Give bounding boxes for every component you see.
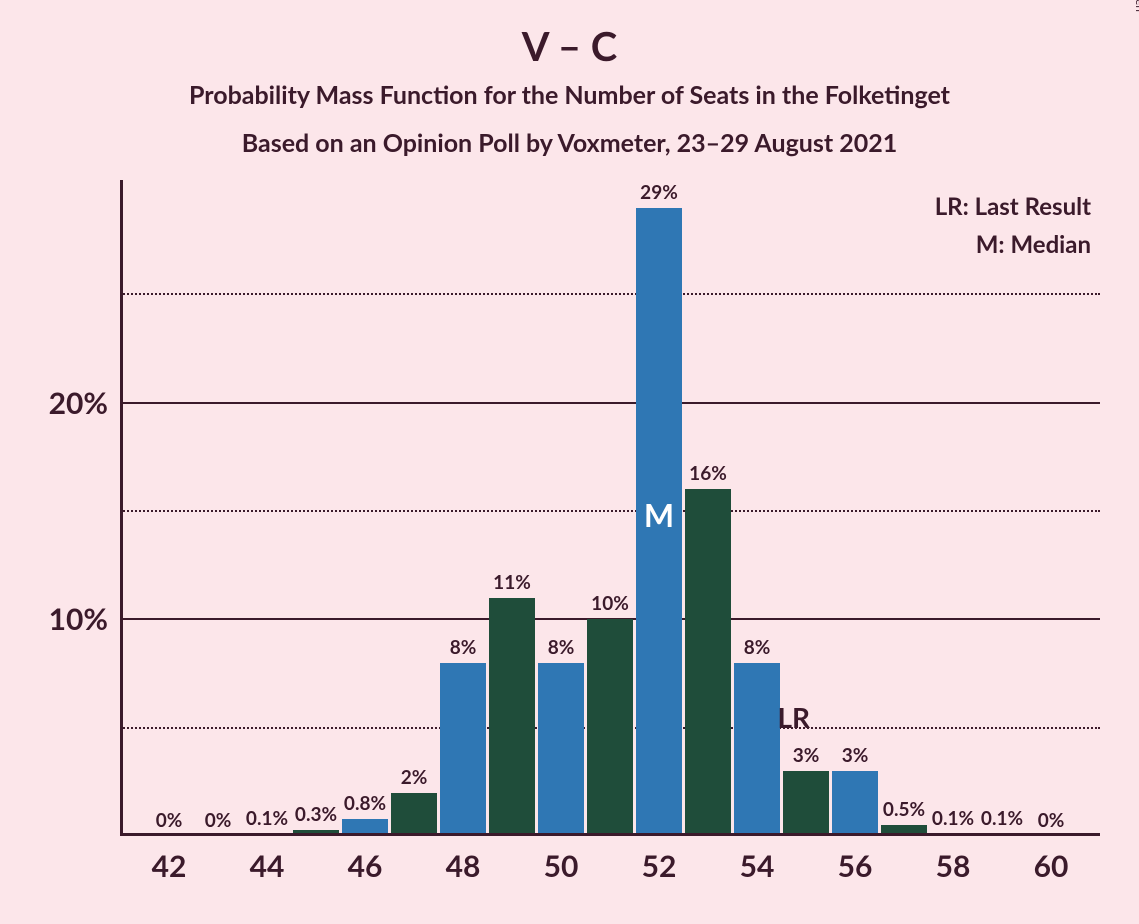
bar-value-label: 0.8%: [332, 792, 397, 815]
bar: [685, 489, 730, 836]
bar: [391, 793, 436, 836]
x-tick-label: 44: [227, 848, 307, 884]
bar: [440, 663, 485, 836]
bar: [489, 598, 534, 836]
gridline-minor: [120, 293, 1100, 295]
bar-value-label: 0%: [1018, 809, 1083, 832]
x-tick-label: 56: [815, 848, 895, 884]
y-tick-label: 20%: [0, 385, 108, 421]
x-tick-label: 50: [521, 848, 601, 884]
x-tick-label: 60: [1011, 848, 1091, 884]
bar-value-label: 29%: [626, 181, 691, 204]
y-tick-label: 10%: [0, 601, 108, 637]
bar: [587, 619, 632, 836]
bar-value-label: 16%: [675, 462, 740, 485]
copyright-text: © 2021 Filip van Laenen: [1133, 0, 1139, 12]
median-marker: M: [636, 495, 681, 534]
bar-value-label: 11%: [479, 571, 544, 594]
bar-value-label: 2%: [381, 766, 446, 789]
x-tick-label: 58: [913, 848, 993, 884]
x-tick-label: 52: [619, 848, 699, 884]
bar-value-label: 8%: [724, 636, 789, 659]
gridline-minor: [120, 510, 1100, 512]
chart-subtitle-2: Based on an Opinion Poll by Voxmeter, 23…: [0, 128, 1139, 158]
chart-canvas: V – C Probability Mass Function for the N…: [0, 0, 1139, 924]
bar: [783, 771, 828, 836]
x-axis: [120, 833, 1100, 836]
y-axis: [120, 180, 123, 836]
bar-value-label: 8%: [430, 636, 495, 659]
bar-value-label: 8%: [528, 636, 593, 659]
x-tick-label: 54: [717, 848, 797, 884]
chart-title: V – C: [0, 22, 1139, 70]
plot-area: 0%0%0.1%0.3%0.8%2%8%11%8%10%29%M16%8%3%L…: [120, 186, 1100, 836]
bar-value-label: 10%: [577, 592, 642, 615]
x-tick-label: 46: [325, 848, 405, 884]
bar: [538, 663, 583, 836]
lr-marker: LR: [777, 700, 810, 734]
x-tick-label: 42: [129, 848, 209, 884]
bar-value-label: 3%: [822, 744, 887, 767]
x-tick-label: 48: [423, 848, 503, 884]
chart-subtitle-1: Probability Mass Function for the Number…: [0, 80, 1139, 110]
gridline: [120, 402, 1100, 404]
